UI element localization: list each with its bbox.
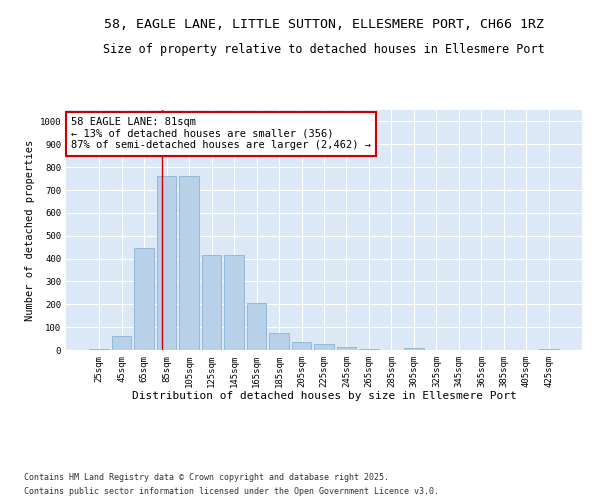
Bar: [157, 176, 176, 350]
Bar: [404, 348, 424, 350]
Bar: [337, 347, 356, 350]
X-axis label: Distribution of detached houses by size in Ellesmere Port: Distribution of detached houses by size …: [131, 392, 517, 402]
Bar: [89, 349, 109, 350]
Text: 58, EAGLE LANE, LITTLE SUTTON, ELLESMERE PORT, CH66 1RZ: 58, EAGLE LANE, LITTLE SUTTON, ELLESMERE…: [104, 18, 544, 32]
Bar: [359, 349, 379, 350]
Bar: [112, 336, 131, 350]
Text: Contains HM Land Registry data © Crown copyright and database right 2025.: Contains HM Land Registry data © Crown c…: [24, 473, 389, 482]
Text: Contains public sector information licensed under the Open Government Licence v3: Contains public sector information licen…: [24, 486, 439, 496]
Bar: [247, 303, 266, 350]
Bar: [224, 255, 244, 350]
Bar: [134, 248, 154, 350]
Bar: [292, 342, 311, 350]
Text: Size of property relative to detached houses in Ellesmere Port: Size of property relative to detached ho…: [103, 44, 545, 57]
Bar: [314, 344, 334, 350]
Bar: [202, 255, 221, 350]
Bar: [269, 333, 289, 350]
Text: 58 EAGLE LANE: 81sqm
← 13% of detached houses are smaller (356)
87% of semi-deta: 58 EAGLE LANE: 81sqm ← 13% of detached h…: [71, 117, 371, 150]
Y-axis label: Number of detached properties: Number of detached properties: [25, 140, 35, 320]
Bar: [539, 349, 559, 350]
Bar: [179, 176, 199, 350]
